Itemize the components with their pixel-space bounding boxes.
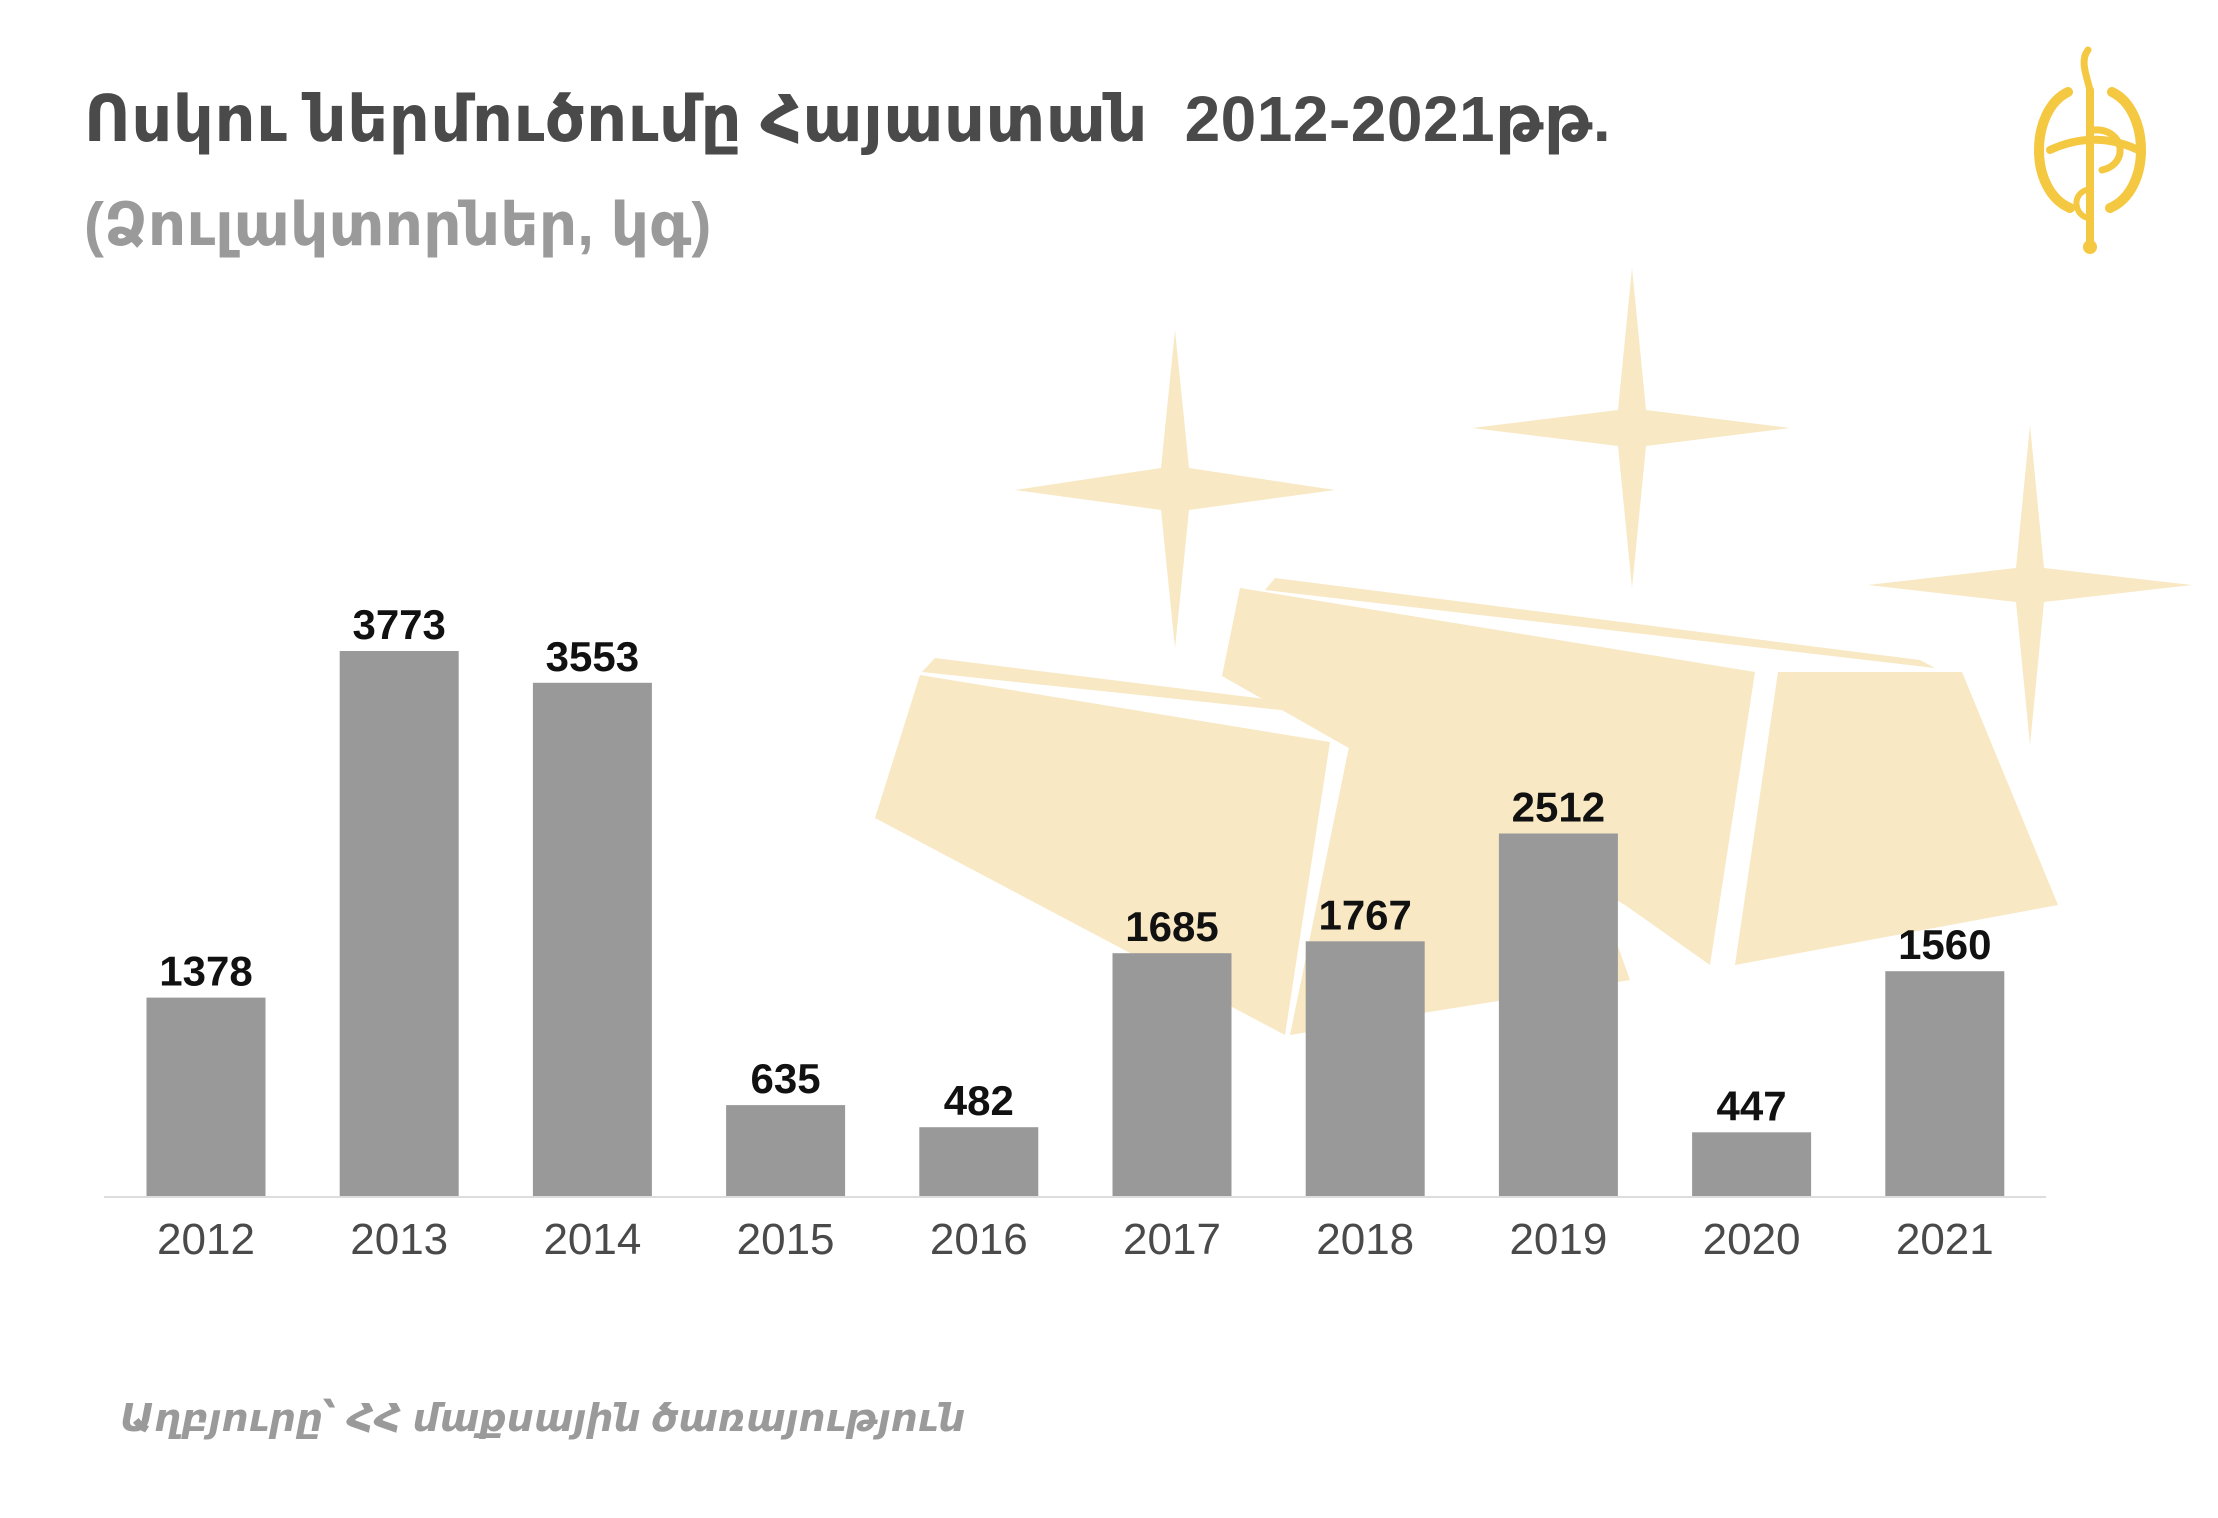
logo-icon bbox=[2034, 46, 2146, 254]
x-tick-label-2012: 2012 bbox=[157, 1215, 255, 1264]
x-tick-label-2015: 2015 bbox=[737, 1215, 835, 1264]
x-tick-label-2013: 2013 bbox=[350, 1215, 448, 1264]
data-label-2017: 1685 bbox=[1125, 903, 1218, 950]
data-label-2020: 447 bbox=[1717, 1082, 1787, 1129]
bar-2018 bbox=[1305, 941, 1425, 1197]
data-label-2013: 3773 bbox=[352, 601, 445, 648]
bar-2019 bbox=[1498, 833, 1618, 1197]
data-label-2019: 2512 bbox=[1512, 784, 1605, 831]
data-label-2012: 1378 bbox=[159, 948, 252, 995]
data-label-2021: 1560 bbox=[1898, 921, 1991, 968]
bar-2012 bbox=[146, 997, 266, 1197]
x-tick-label-2021: 2021 bbox=[1896, 1215, 1994, 1264]
bar-2021 bbox=[1885, 971, 2005, 1197]
bar-2020 bbox=[1692, 1132, 1812, 1197]
x-tick-label-2014: 2014 bbox=[543, 1215, 641, 1264]
bar-2014 bbox=[532, 682, 652, 1197]
data-label-2014: 3553 bbox=[546, 633, 639, 680]
data-labels: 1378 3773 3553 635 482 1685 1767 2512 447 1560 bbox=[159, 601, 1991, 1129]
bar-series bbox=[146, 651, 2005, 1197]
bar-2017 bbox=[1112, 953, 1232, 1197]
data-label-2018: 1767 bbox=[1318, 891, 1411, 938]
source-note: Աղբյուրը՝ ՀՀ մաքսային ծառայություն bbox=[120, 1398, 966, 1440]
data-label-2016: 482 bbox=[944, 1077, 1014, 1124]
x-tick-label-2020: 2020 bbox=[1703, 1215, 1801, 1264]
chart-subtitle: (Ձուլակտորներ, կգ) bbox=[84, 191, 712, 258]
x-tick-label-2018: 2018 bbox=[1316, 1215, 1414, 1264]
x-tick-label-2019: 2019 bbox=[1509, 1215, 1607, 1264]
bar-2013 bbox=[339, 651, 459, 1197]
bar-2016 bbox=[919, 1127, 1039, 1197]
x-tick-label-2016: 2016 bbox=[930, 1215, 1028, 1264]
x-tick-label-2017: 2017 bbox=[1123, 1215, 1221, 1264]
data-label-2015: 635 bbox=[751, 1055, 821, 1102]
chart-title: Ոսկու ներմուծումը Հայաստան 2012-2021թթ. bbox=[84, 83, 1612, 155]
x-axis-tick-labels: 2012 2013 2014 2015 2016 2017 2018 2019 2020 2021 bbox=[157, 1215, 1994, 1264]
bar-2015 bbox=[726, 1105, 846, 1197]
